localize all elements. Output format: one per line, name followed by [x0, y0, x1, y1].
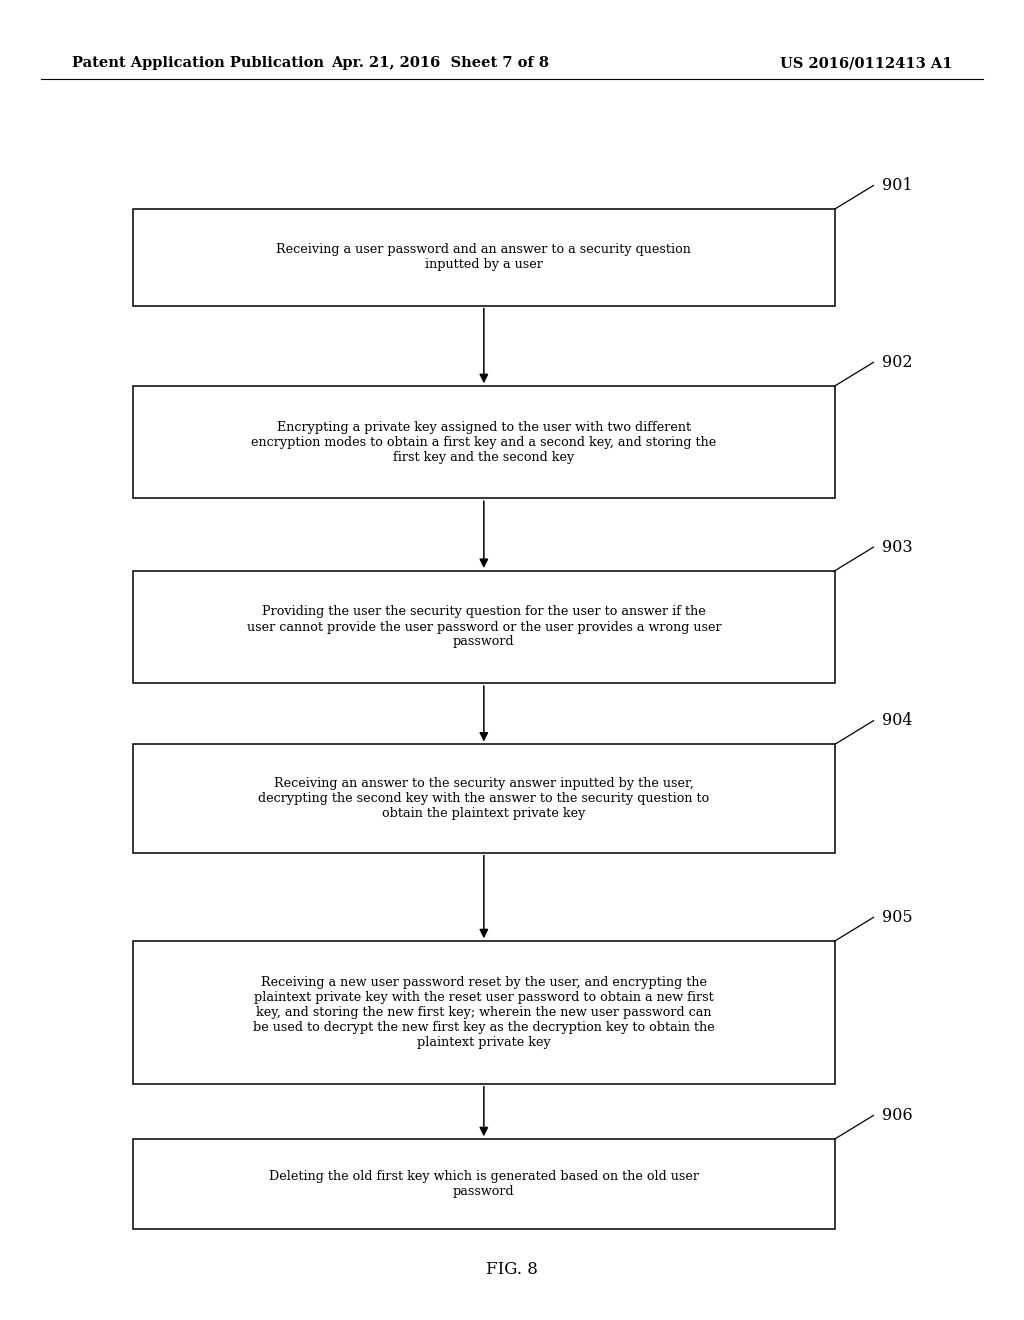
- Text: Receiving an answer to the security answer inputted by the user,
decrypting the : Receiving an answer to the security answ…: [258, 777, 710, 820]
- Text: Encrypting a private key assigned to the user with two different
encryption mode: Encrypting a private key assigned to the…: [251, 421, 717, 463]
- Text: US 2016/0112413 A1: US 2016/0112413 A1: [780, 57, 952, 70]
- Bar: [133, 209, 835, 305]
- Text: Deleting the old first key which is generated based on the old user
password: Deleting the old first key which is gene…: [269, 1170, 698, 1199]
- Text: 905: 905: [882, 909, 912, 925]
- Text: Receiving a new user password reset by the user, and encrypting the
plaintext pr: Receiving a new user password reset by t…: [253, 975, 715, 1049]
- Text: FIG. 8: FIG. 8: [486, 1262, 538, 1278]
- Text: 901: 901: [882, 177, 912, 194]
- Text: 903: 903: [882, 539, 912, 556]
- Text: Receiving a user password and an answer to a security question
inputted by a use: Receiving a user password and an answer …: [276, 243, 691, 272]
- Text: Apr. 21, 2016  Sheet 7 of 8: Apr. 21, 2016 Sheet 7 of 8: [332, 57, 549, 70]
- Bar: [133, 570, 835, 682]
- Bar: [133, 385, 835, 498]
- Text: 904: 904: [882, 713, 912, 729]
- Bar: [133, 1139, 835, 1229]
- Text: Providing the user the security question for the user to answer if the
user cann: Providing the user the security question…: [247, 606, 721, 648]
- Text: 902: 902: [882, 354, 912, 371]
- Text: Patent Application Publication: Patent Application Publication: [72, 57, 324, 70]
- Text: 906: 906: [882, 1107, 912, 1123]
- Bar: [133, 941, 835, 1084]
- Bar: [133, 744, 835, 853]
